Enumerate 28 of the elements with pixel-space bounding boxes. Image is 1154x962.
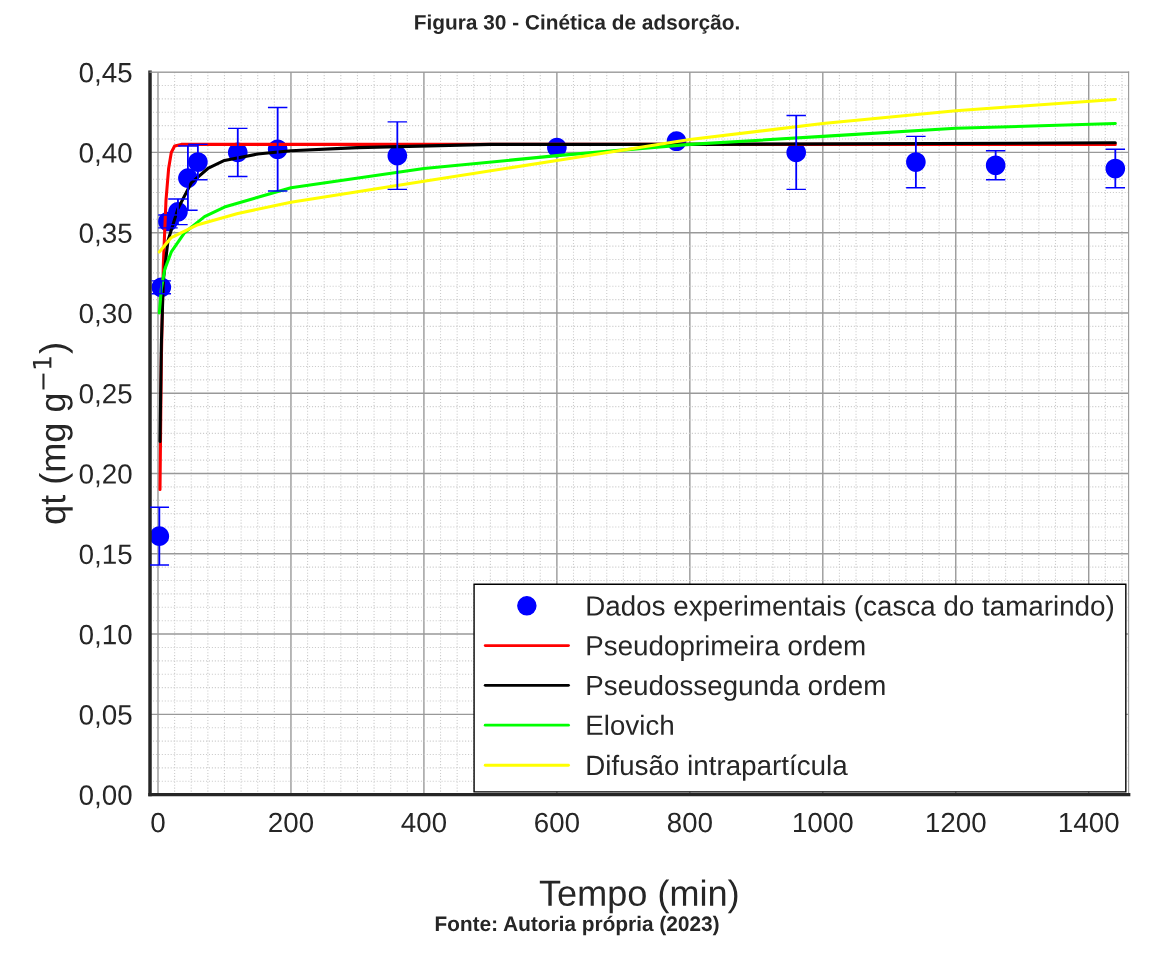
y-tick-label: 0,05 (79, 705, 132, 728)
y-tick-label: 0,20 (79, 464, 132, 488)
y-axis-title: qt (mg g$^{−1}$) (32, 344, 73, 524)
x-axis-title: Tempo (min) (539, 879, 738, 914)
legend-label: Dados experimentais (casca do tamarindo) (587, 595, 1114, 622)
legend-label: Elovich (587, 714, 673, 736)
x-tick-label: 600 (535, 812, 579, 833)
x-tick-label: 1400 (1059, 812, 1119, 833)
line-series (157, 97, 1117, 254)
y-tick-label: 0,40 (79, 143, 132, 167)
source-note: Fonte: Autoria própria (2023) (435, 915, 719, 936)
x-tick-label: 200 (269, 812, 314, 833)
x-tick-label: 1000 (794, 812, 853, 833)
y-tick-label: 0,30 (79, 303, 132, 327)
x-tick-label: 400 (401, 812, 447, 833)
x-tick-label: 0 (151, 812, 165, 833)
y-tick-label: 0,00 (79, 785, 132, 809)
y-tick-label: 0,10 (79, 624, 132, 648)
legend-label: Pseudoprimeira ordem (587, 635, 865, 662)
y-tick-label: 0,25 (79, 383, 132, 407)
y-tick-label: 0,35 (79, 223, 132, 247)
chart-title: Figura 30 - Cinética de adsorção. (415, 14, 739, 34)
legend-label: Difusão intrapartícula (587, 754, 848, 781)
x-tick-label: 800 (667, 812, 712, 833)
y-tick-label: 0,45 (79, 62, 132, 86)
y-tick-label: 0,15 (79, 544, 132, 568)
legend-label: Pseudossegunda ordem (587, 674, 885, 701)
x-tick-label: 1200 (926, 812, 986, 833)
